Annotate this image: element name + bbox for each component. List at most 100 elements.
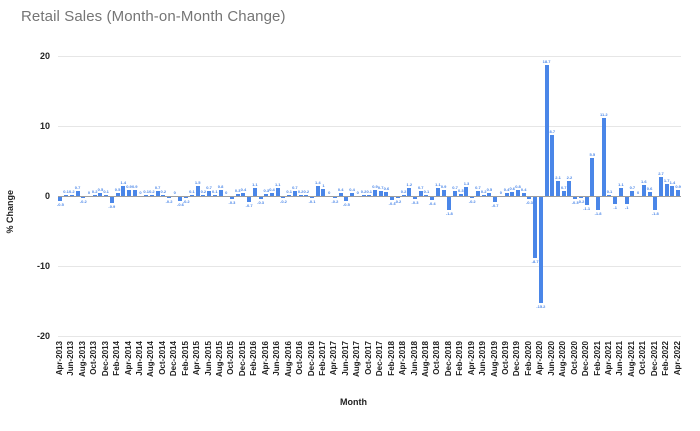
x-tick-label: Dec-2016: [306, 341, 316, 377]
bar-value-label: 0.7: [154, 185, 161, 191]
bar: [292, 191, 297, 196]
bar: [493, 197, 498, 202]
bar-value-label: 0: [173, 190, 176, 195]
bar-value-label: 0.1: [366, 189, 373, 195]
bar: [590, 157, 595, 196]
bar: [304, 194, 309, 196]
bar: [596, 197, 601, 210]
bar-value-label: -1.8: [651, 210, 659, 216]
bar-value-label: 1.2: [406, 181, 413, 187]
bar-value-label: 0.7: [74, 185, 81, 191]
bar: [235, 193, 240, 196]
bar-value-label: 0.2: [303, 188, 310, 194]
bar-value-label: 0.2: [480, 188, 487, 194]
x-tick-label: Oct-2020: [569, 341, 579, 375]
x-tick-label: Aug-2013: [77, 341, 87, 378]
bar-value-label: -0.5: [56, 201, 64, 207]
bar: [670, 186, 675, 196]
x-tick-label: Jun-2018: [409, 341, 419, 376]
bar: [607, 195, 612, 196]
bar: [75, 191, 80, 196]
gridline: [57, 56, 681, 57]
bar: [98, 192, 103, 196]
bar: [201, 194, 206, 196]
bar-value-label: 0.5: [486, 186, 493, 192]
bar-value-label: 0.2: [297, 188, 304, 194]
bar-value-label: 0.4: [337, 187, 344, 193]
bar-value-label: 0.5: [97, 186, 104, 192]
bar-value-label: 0.9: [372, 183, 378, 189]
y-tick-label: 20: [39, 51, 50, 61]
bar-value-label: 0.1: [143, 189, 149, 195]
bar-value-label: -1: [624, 205, 629, 210]
x-tick-label: Feb-2018: [386, 341, 396, 376]
bar: [630, 191, 635, 196]
bar-value-label: 1.1: [618, 182, 624, 188]
bar-value-label: -0.2: [468, 199, 476, 205]
x-tick-label: Apr-2013: [54, 341, 64, 376]
bar-value-label: 0.4: [503, 187, 510, 193]
bar: [435, 188, 440, 196]
x-tick-label: Jun-2014: [134, 341, 144, 376]
x-tick-label: Aug-2018: [420, 341, 430, 378]
bar: [315, 186, 320, 196]
bar: [515, 190, 520, 196]
bar-value-label: -0.7: [491, 202, 499, 208]
bar-value-label: 0.2: [400, 188, 407, 194]
x-axis-title: Month: [340, 397, 367, 407]
bar-value-label: 0.1: [423, 189, 430, 195]
x-axis-line: [57, 196, 681, 197]
bar: [247, 197, 252, 202]
x-tick-label: Feb-2017: [317, 341, 327, 376]
bar: [127, 189, 131, 196]
gridline: [57, 126, 681, 127]
bar-value-label: -0.2: [79, 199, 87, 205]
bar: [567, 180, 572, 196]
bar: [109, 197, 114, 204]
bar-value-label: 0.3: [234, 187, 241, 193]
bar-value-label: 1.1: [274, 182, 281, 188]
x-tick-label: Feb-2014: [112, 341, 122, 376]
x-tick-label: Apr-2015: [192, 341, 202, 376]
bar: [332, 197, 337, 199]
bar-value-label: -0.3: [411, 200, 419, 206]
bar-value-label: 0.1: [286, 189, 292, 195]
bar-value-label: -0.7: [245, 202, 253, 208]
bar: [430, 197, 435, 200]
x-tick-label: Feb-2015: [180, 341, 190, 376]
bar: [132, 189, 137, 196]
x-tick-label: Feb-2019: [455, 341, 465, 376]
bar: [573, 197, 578, 200]
bar-value-label: 0: [356, 190, 359, 195]
x-tick-label: Jun-2013: [66, 341, 76, 376]
bar: [510, 191, 515, 196]
bar: [241, 193, 246, 196]
bar-value-label: 0.7: [206, 185, 212, 191]
bar: [676, 189, 681, 196]
bar-value-label: 0.9: [440, 183, 447, 189]
bar-value-label: 1: [322, 183, 325, 188]
bar: [212, 195, 217, 196]
bar: [578, 197, 583, 199]
x-tick-label: Dec-2021: [649, 341, 659, 377]
bar: [372, 189, 377, 196]
bar-value-label: 1.7: [663, 178, 670, 184]
bar: [424, 195, 429, 196]
bar: [384, 191, 389, 196]
x-tick-label: Oct-2014: [157, 341, 167, 375]
bar: [647, 191, 652, 196]
bar: [149, 194, 154, 196]
bar: [664, 184, 669, 196]
bar-value-label: 0.2: [149, 188, 155, 194]
bar: [361, 194, 366, 196]
bar-value-label: 0.8: [217, 184, 224, 190]
bar: [321, 189, 326, 196]
x-tick-label: Jun-2020: [546, 341, 556, 376]
bar: [458, 193, 463, 196]
bar: [121, 186, 126, 196]
x-tick-label: Apr-2017: [329, 341, 339, 376]
bar-value-label: 0.9: [675, 183, 681, 189]
bar-value-label: 0.6: [646, 185, 653, 191]
bar-value-label: 0.1: [606, 189, 613, 195]
bar-value-label: 0.3: [457, 187, 464, 193]
